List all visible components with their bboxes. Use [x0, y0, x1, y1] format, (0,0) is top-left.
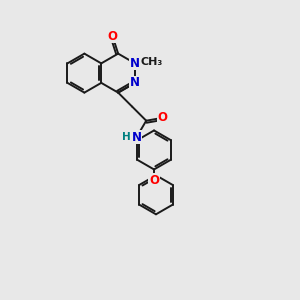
Text: CH₃: CH₃: [140, 56, 163, 67]
Text: N: N: [130, 76, 140, 89]
Text: N: N: [130, 57, 140, 70]
Text: O: O: [107, 30, 118, 43]
Text: O: O: [158, 111, 168, 124]
Text: H: H: [122, 131, 130, 142]
Text: O: O: [149, 174, 159, 187]
Text: N: N: [131, 131, 142, 144]
